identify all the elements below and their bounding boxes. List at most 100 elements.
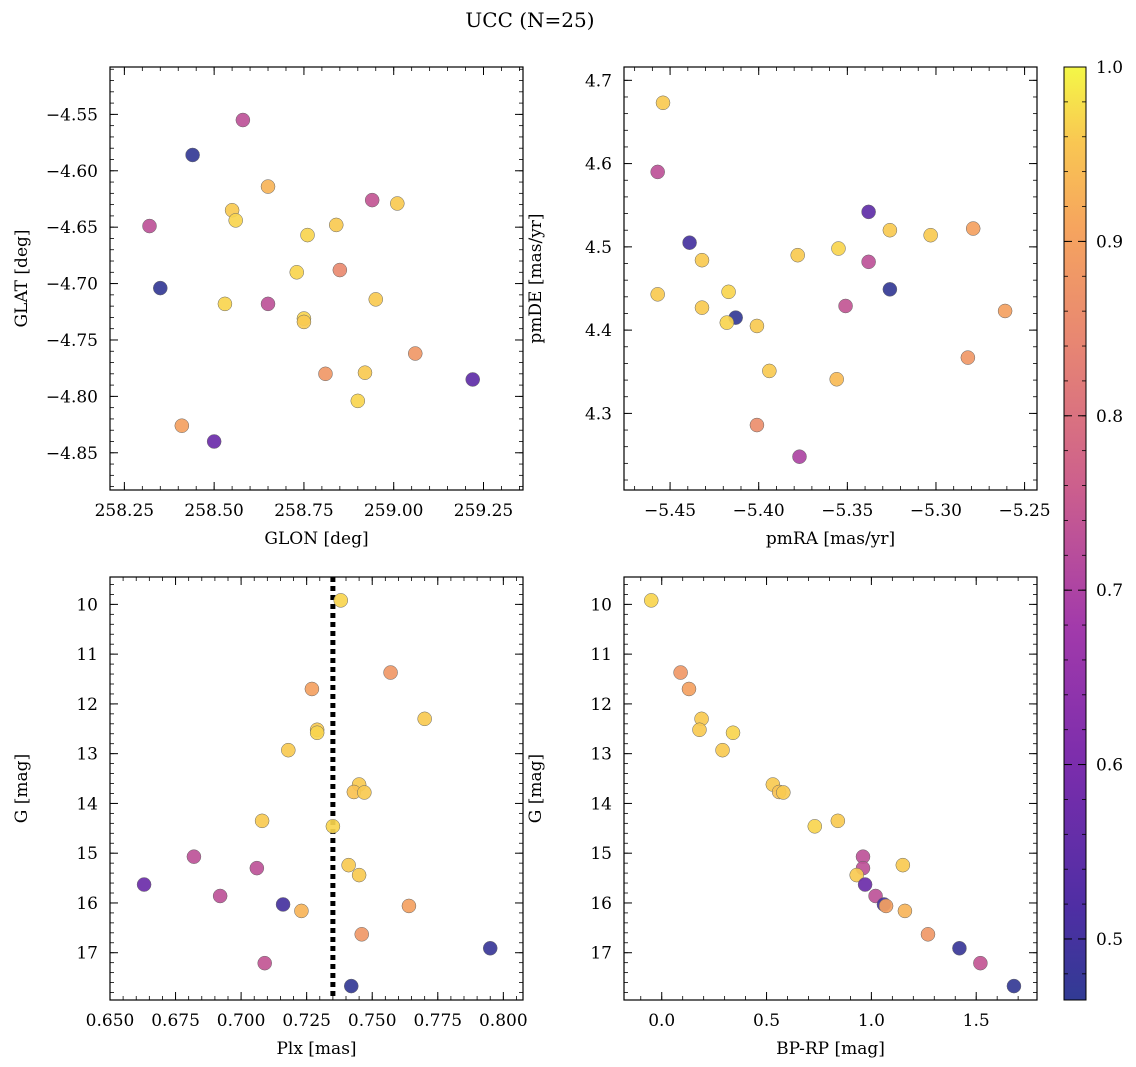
data-point (390, 196, 405, 211)
data-point (351, 867, 367, 883)
data-point (849, 867, 864, 883)
data-point (249, 860, 265, 876)
y-tick-label: 4.7 (585, 71, 612, 91)
data-point (260, 296, 276, 312)
data-point (281, 742, 296, 758)
data-point (644, 593, 659, 608)
y-tick-label: −4.70 (46, 275, 98, 295)
subplot-4: 0.0 0.5 1.0 1.5 10 11 12 13 14 15 16 17 BP-RP [mag] G… (526, 576, 1038, 1059)
data-point (960, 350, 976, 365)
data-point (681, 681, 697, 697)
data-point (715, 742, 730, 758)
y-tick-label: −4.60 (46, 162, 98, 182)
data-point (332, 262, 348, 278)
data-point (762, 363, 777, 379)
y-tick-label: 17 (590, 944, 612, 964)
data-point (235, 112, 251, 128)
data-point (692, 722, 707, 738)
x-tick-label: 0.725 (282, 1011, 331, 1031)
axes-frame (109, 576, 524, 1001)
data-point (725, 725, 741, 741)
data-point (655, 95, 671, 111)
colorbar-tick-label: 1.0 (1096, 58, 1123, 78)
x-tick-label: −5.25 (999, 501, 1051, 521)
x-tick-label: 0.650 (86, 1011, 135, 1031)
data-point (790, 247, 805, 263)
y-tick-label: 12 (76, 695, 98, 715)
colorbar-tick-label: 0.9 (1096, 232, 1123, 252)
data-point (383, 665, 398, 680)
x-tick-label: −5.45 (644, 501, 696, 521)
y-axis-label: G [mag] (12, 754, 32, 823)
data-point (694, 300, 710, 315)
x-tick-label: −5.30 (910, 501, 962, 521)
data-point (408, 346, 423, 361)
y-axis-label: GLAT [deg] (12, 229, 32, 327)
subplot-1: 258.25 258.50 258.75 259.00 259.25 −4.55 −4.60… (12, 66, 524, 549)
y-tick-label: 13 (590, 745, 612, 765)
data-point (206, 434, 222, 449)
data-point (829, 372, 844, 387)
y-tick-label: 15 (76, 844, 98, 864)
y-tick-label: 4.3 (585, 404, 612, 424)
x-tick-label: 1.0 (858, 1011, 885, 1031)
y-tick-label: 10 (76, 595, 98, 615)
y-tick-label: 14 (590, 794, 612, 814)
y-tick-label: 17 (76, 944, 98, 964)
data-point (257, 955, 272, 971)
x-tick-label: 258.50 (184, 501, 243, 521)
y-tick-label: −4.80 (46, 387, 98, 407)
x-tick-label: 259.25 (454, 501, 513, 521)
subplot-2: −5.45 −5.40 −5.35 −5.30 −5.25 4.3 4.4 4.5 4.6 4.7… (526, 66, 1051, 549)
y-tick-label: −4.75 (46, 331, 98, 351)
data-point (186, 849, 202, 864)
data-point (857, 877, 873, 892)
data-point (719, 315, 735, 330)
y-tick-label: 15 (590, 844, 612, 864)
colorbar: 0.5 0.6 0.7 0.8 0.9 1.0 (1063, 58, 1123, 1001)
data-point (289, 265, 304, 280)
x-tick-label: 0.775 (413, 1011, 462, 1031)
data-point (354, 927, 369, 942)
data-point (792, 449, 807, 464)
figure-title: UCC (N=25) (465, 8, 594, 32)
y-tick-label: 13 (76, 745, 98, 765)
y-tick-label: 12 (590, 695, 612, 715)
data-point (309, 725, 325, 741)
data-point (350, 393, 366, 409)
data-point (325, 819, 341, 834)
x-tick-label: −5.40 (733, 501, 785, 521)
data-point (482, 940, 498, 956)
axes-frame (109, 66, 524, 491)
x-tick-label: −5.35 (821, 501, 873, 521)
data-point (830, 813, 846, 829)
x-tick-label: 0.750 (348, 1011, 397, 1031)
colorbar-tick-label: 0.7 (1096, 581, 1123, 601)
x-tick-label: 0.800 (479, 1011, 528, 1031)
y-tick-label: −4.85 (46, 444, 98, 464)
data-point (721, 284, 736, 300)
data-point (952, 940, 967, 956)
colorbar-gradient (1063, 66, 1087, 1001)
data-point (153, 280, 168, 296)
y-tick-label: −4.65 (46, 218, 98, 238)
data-point (997, 303, 1013, 319)
data-point (749, 318, 765, 334)
data-point (294, 903, 309, 919)
x-tick-label: 259.00 (364, 501, 423, 521)
data-point (897, 903, 913, 919)
y-tick-label: 14 (76, 794, 98, 814)
data-point (973, 955, 988, 971)
y-tick-label: −4.55 (46, 105, 98, 125)
data-point (333, 593, 349, 608)
subplots: 258.25 258.50 258.75 259.00 259.25 −4.55 −4.60… (12, 66, 1051, 1059)
x-tick-label: 258.25 (95, 501, 154, 521)
data-point (776, 785, 791, 800)
data-point (831, 241, 846, 256)
data-point (650, 287, 665, 302)
y-tick-label: 4.5 (585, 238, 612, 258)
data-point (1006, 978, 1022, 994)
axes-frame (623, 576, 1038, 1001)
data-point (341, 857, 356, 873)
